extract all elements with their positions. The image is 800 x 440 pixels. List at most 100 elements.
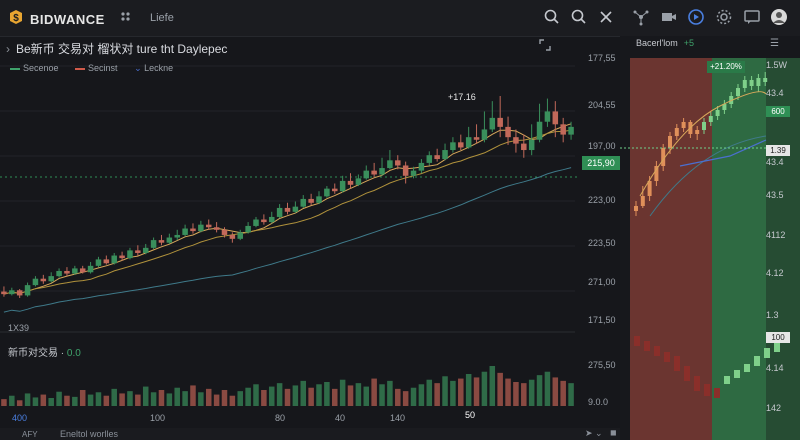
volume-bar [56,391,62,406]
volume-bar [292,385,299,406]
mini-chart[interactable] [620,36,800,440]
volume-bar [1,399,7,406]
mini-candle-body [729,96,734,104]
candle-body [481,129,488,140]
candle-body [111,255,117,264]
candle-body [489,117,496,130]
candle-body [308,198,314,203]
mini-chart-value: +5 [683,38,694,48]
mini-price-tick: 4.12 [766,268,784,278]
close-icon[interactable] [597,8,615,26]
volume-bar [410,387,417,406]
mini-candle-body [749,80,754,86]
video-icon[interactable] [660,8,678,26]
candle-body [316,196,322,203]
candle-body [24,285,31,296]
mini-volume-candle [664,352,670,362]
candle-body [237,232,243,239]
candle-body [119,255,125,259]
right-top-bar [620,0,800,37]
current-price-tag: 215,90 [582,156,620,170]
mini-candle-body [661,148,666,166]
candle-body [355,178,362,185]
candle-body [434,155,440,160]
candle-body [182,228,188,235]
candle-body [190,228,196,232]
price-tick: 271,00 [588,277,616,287]
mini-price-tick: 43.4 [766,157,784,167]
cursor-icon[interactable]: ➤ ⌄ [585,428,603,438]
candle-body [229,234,236,239]
bottom-text: Eneltol worlles [60,429,119,439]
candle-body [450,142,456,151]
settings-small-icon[interactable]: ◼ [610,428,617,437]
sort-icon[interactable]: ☰ [770,38,779,49]
volume-bar [72,396,78,406]
volume-bar [426,379,433,406]
mini-price-tick: 1.5W [766,60,788,70]
mini-candle-body [708,116,713,122]
volume-bar [24,393,31,406]
candle-body [79,268,86,273]
bottom-label: AFY [22,430,38,439]
candle-body [48,276,54,282]
volume-bar [205,388,212,406]
mini-volume-candle [704,384,710,396]
mini-volume-candle [654,346,660,356]
mini-volume-candle [714,388,720,398]
mini-volume-candle [644,341,650,351]
mini-candle-body [695,130,700,134]
ma-line-slow [3,129,572,295]
volume-bar [261,390,267,406]
candle-body [465,137,472,148]
price-tick: 177,55 [588,53,616,63]
price-tick: 171,50 [588,315,616,325]
mini-volume-candle [694,376,700,391]
candle-body [292,206,299,212]
volume-bar [253,384,259,406]
mini-volume-candle [744,364,750,372]
candle-body [402,165,409,176]
search-icon[interactable] [543,8,561,26]
volume-bar [135,394,141,406]
volume-bar [198,392,204,406]
network-icon[interactable] [632,8,650,26]
candle-body [284,207,291,212]
avatar-icon[interactable] [770,8,788,26]
price-chart[interactable] [0,36,620,428]
candle-body [410,170,417,176]
chevron-icon[interactable]: › [6,42,10,56]
volume-bar [363,386,370,406]
volume-bar [544,371,551,406]
candle-body [528,139,535,151]
candle-body [142,247,149,253]
mini-price-tick: 43.5 [766,190,784,200]
candle-body [1,291,7,295]
volume-bar [40,394,47,406]
mini-price-tick: 1.3 [766,310,779,320]
interval-label[interactable]: 1X39 [8,323,30,333]
chat-icon[interactable] [743,8,761,26]
zoom-search-icon[interactable] [570,8,588,26]
volume-bar [142,386,149,406]
candle-body [32,278,39,286]
time-tick: 80 [275,413,286,423]
candle-body [552,111,559,125]
candle-body [72,268,78,274]
candle-body [473,137,480,140]
nav-link[interactable]: Liefe [150,12,174,24]
settings-icon[interactable] [715,8,733,26]
volume-bar [87,394,94,406]
volume-bar [32,397,39,406]
play-circle-icon[interactable] [687,8,705,26]
candle-body [213,227,220,230]
candle-body [521,143,527,151]
time-tick: 400 [12,413,28,423]
expand-icon[interactable] [538,38,552,52]
volume-bar [339,379,346,406]
candle-body [387,160,393,169]
volume-bar [568,383,574,406]
mini-candle-body [715,110,720,116]
apps-grid-icon[interactable] [120,11,134,25]
mini-price-tick: 43.4 [766,88,784,98]
